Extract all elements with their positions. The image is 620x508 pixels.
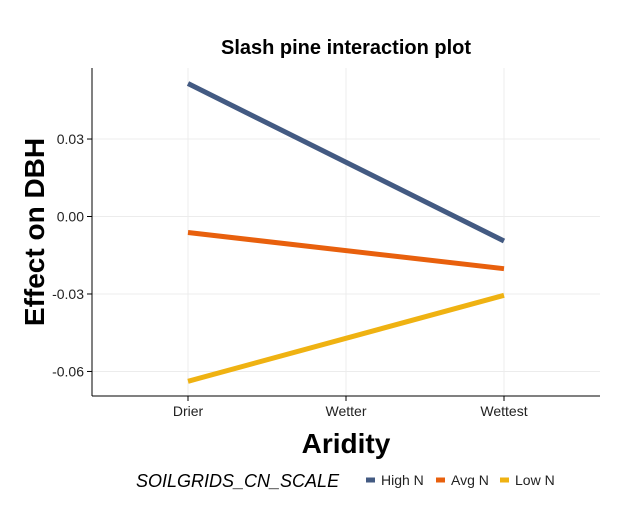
series-line-low-n — [187, 292, 505, 384]
y-axis-title: Effect on DBH — [19, 138, 50, 326]
y-tick-label: -0.03 — [52, 286, 84, 302]
grid — [92, 68, 600, 396]
x-axis-title: Aridity — [302, 428, 391, 459]
series-line-high-n — [186, 81, 506, 244]
y-tick-label: 0.00 — [57, 209, 84, 225]
series-line-avg-n — [187, 230, 505, 272]
chart-title: Slash pine interaction plot — [221, 37, 471, 59]
series-lines — [186, 81, 506, 384]
legend-label-high-n: High N — [381, 472, 424, 488]
axes: Drier Wetter Wettest 0.03 0.00 -0.03 -0.06 — [52, 68, 600, 419]
x-tick-label: Wetter — [326, 403, 367, 419]
y-tick-label: -0.06 — [52, 363, 84, 379]
legend: SOILGRIDS_CN_SCALE High N Avg N Low N — [136, 471, 555, 491]
legend-title: SOILGRIDS_CN_SCALE — [136, 471, 340, 491]
x-tick-label: Drier — [173, 403, 204, 419]
y-tick-label: 0.03 — [57, 131, 84, 147]
x-tick-label: Wettest — [480, 403, 527, 419]
legend-label-low-n: Low N — [515, 472, 555, 488]
legend-label-avg-n: Avg N — [451, 472, 489, 488]
